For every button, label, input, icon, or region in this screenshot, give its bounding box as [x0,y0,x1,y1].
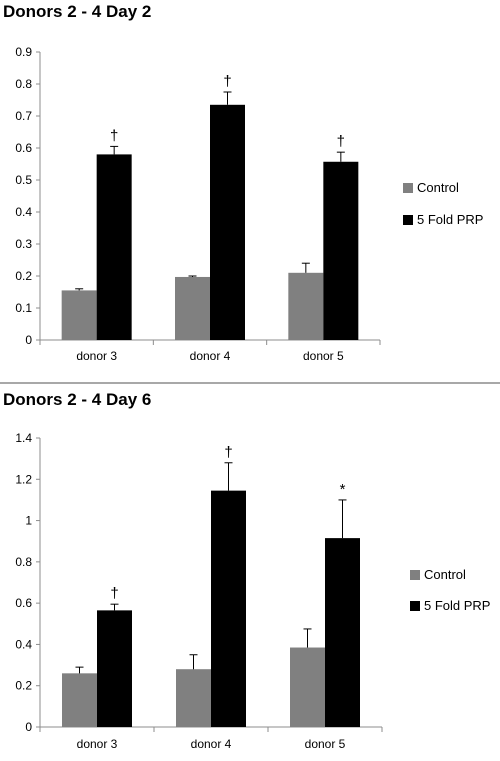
legend-label: Control [424,567,466,582]
significance-marker: † [337,133,345,150]
bar [323,161,359,340]
legend-label: 5 Fold PRP [417,212,483,227]
y-tick-label: 0.5 [15,173,32,187]
legend-swatch [410,570,420,580]
chart-title: Donors 2 - 4 Day 6 [3,390,152,409]
bar-chart-day-2: 0 0.1 0.2 0.3 0.4 0.5 0.6 0.7 0.8 0.9 † donor 3 † don… [15,45,483,363]
bar [61,290,97,340]
chart-panel-day-6: Donors 2 - 4 Day 6 0 0.2 0.4 0.6 0.8 1 1.2 1.4 †… [0,384,500,761]
bar [96,154,132,340]
significance-marker: † [224,444,232,461]
legend-swatch [410,601,420,611]
chart-title: Donors 2 - 4 Day 2 [3,2,152,21]
bar [210,104,245,340]
y-tick-label: 0.6 [15,141,32,155]
significance-marker: † [110,585,118,602]
bar [288,272,324,340]
legend-swatch [403,183,413,193]
y-tick-label: 1.2 [15,472,32,486]
bar [211,490,246,727]
bar-chart-day-6: 0 0.2 0.4 0.6 0.8 1 1.2 1.4 † donor 3 † donor 4 * don… [15,431,490,751]
y-tick-label: 0.9 [15,45,32,59]
bar [175,276,210,340]
y-tick-label: 0.4 [15,637,32,651]
y-tick-label: 0 [25,720,32,734]
y-tick-label: 1.4 [15,431,32,445]
bar [97,610,132,727]
legend-label: Control [417,180,459,195]
y-tick-label: 0.1 [15,301,32,315]
x-category-label: donor 4 [191,737,232,751]
y-tick-label: 0.6 [15,596,32,610]
legend-label: 5 Fold PRP [424,598,490,613]
x-category-label: donor 5 [305,737,346,751]
significance-marker: † [223,73,231,90]
bar [176,669,211,727]
y-tick-label: 0.3 [15,237,32,251]
significance-marker: † [110,127,118,144]
y-tick-label: 0.4 [15,205,32,219]
bar [290,647,325,727]
y-tick-label: 1 [25,514,32,528]
y-tick-label: 0 [25,333,32,347]
y-tick-label: 0.8 [15,555,32,569]
y-tick-label: 0.2 [15,269,32,283]
y-tick-label: 0.8 [15,77,32,91]
x-category-label: donor 3 [76,349,117,363]
x-category-label: donor 5 [303,349,344,363]
bar [62,673,97,727]
legend-swatch [403,215,413,225]
panel-divider [0,382,500,384]
chart-panel-day-2: Donors 2 - 4 Day 2 0 0.1 0.2 0.3 0.4 0.5 0.6 0.… [3,2,483,363]
y-tick-label: 0.7 [15,109,32,123]
x-category-label: donor 4 [190,349,231,363]
significance-marker: * [340,481,346,498]
y-tick-label: 0.2 [15,679,32,693]
bar [325,538,360,727]
x-category-label: donor 3 [77,737,118,751]
